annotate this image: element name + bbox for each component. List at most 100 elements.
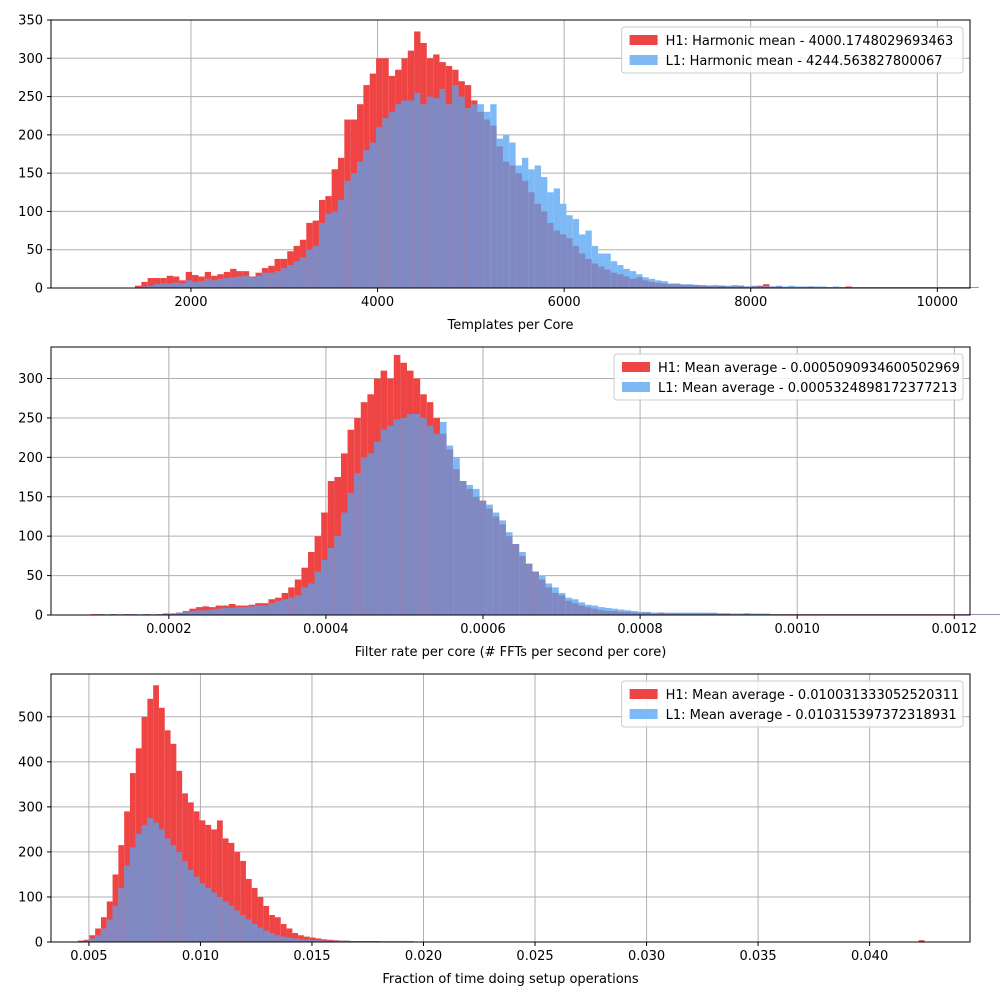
overlap-bar (268, 272, 275, 288)
overlap-bar (519, 555, 526, 615)
overlap-bar (268, 603, 276, 615)
overlap-bar (479, 500, 487, 615)
y-tick-label: 0 (35, 609, 43, 624)
overlap-bar (724, 286, 732, 288)
overlap-bar (492, 516, 500, 615)
overlap-bar (124, 865, 130, 942)
overlap-bar (490, 125, 497, 288)
overlap-bar (281, 599, 289, 615)
x-tick-label: 2000 (174, 295, 207, 310)
overlap-bar (566, 238, 573, 288)
overlap-bar (173, 282, 180, 288)
overlap-bar (269, 932, 275, 942)
overlap-bar (100, 928, 107, 942)
overlap-bar (255, 605, 262, 615)
overlap-bar (505, 536, 513, 615)
h1-bar (918, 940, 925, 942)
overlap-bar (263, 930, 270, 942)
overlap-bar (193, 876, 200, 942)
overlap-bar (407, 100, 415, 289)
overlap-bar (228, 607, 236, 615)
x-tick-label: 10000 (917, 295, 958, 310)
legend-label-l1: L1: Harmonic mean - 4244.563827800067 (666, 54, 943, 69)
overlap-bar (472, 496, 480, 615)
y-tick-label: 500 (18, 710, 43, 725)
overlap-bar (756, 286, 764, 288)
overlap-bar (710, 613, 718, 615)
legend-box (613, 353, 964, 401)
overlap-bar (617, 274, 624, 288)
overlap-bar (807, 286, 814, 288)
h1-bar (160, 278, 167, 288)
h1-bar (251, 887, 258, 942)
overlap-bar (299, 257, 307, 288)
overlap-bar (718, 285, 725, 288)
overlap-bar (534, 203, 542, 288)
overlap-bar (406, 414, 414, 615)
overlap-bar (337, 199, 345, 288)
overlap-bar (223, 278, 231, 288)
overlap-bar (775, 286, 783, 288)
x-tick-label: 6000 (548, 295, 581, 310)
overlap-bar (515, 173, 522, 288)
overlap-bar (350, 173, 358, 288)
overlap-bar (192, 281, 199, 288)
h1-bar (240, 860, 246, 942)
h1-bar (173, 276, 180, 288)
x-tick-label: 0.005 (70, 949, 107, 964)
overlap-bar (230, 277, 237, 288)
overlap-bar (354, 473, 361, 615)
h1-bar (228, 842, 235, 942)
h1-bar (192, 274, 199, 288)
h1-bar (147, 278, 155, 288)
bars (90, 354, 1000, 615)
overlap-bar (763, 285, 770, 288)
h1-bar (153, 685, 159, 942)
overlap-bar (204, 278, 212, 288)
overlap-bar (532, 571, 539, 615)
y-tick-label: 150 (18, 167, 43, 182)
h1-bar (205, 824, 212, 942)
x-tick-label: 0.0004 (303, 622, 349, 637)
h1-bar (292, 932, 299, 942)
overlap-bar (525, 563, 533, 615)
overlap-bar (274, 271, 281, 288)
overlap-bar (234, 910, 241, 942)
overlap-bar (545, 587, 553, 615)
overlap-bar (717, 613, 724, 615)
overlap-bar (347, 492, 355, 615)
h1-bar (134, 285, 142, 288)
legend-label-h1: H1: Harmonic mean - 4000.1748029693463 (666, 34, 954, 49)
x-tick-label: 0.025 (516, 949, 553, 964)
overlap-bar (631, 612, 638, 615)
overlap-bar (303, 939, 310, 942)
y-tick-label: 350 (18, 14, 43, 29)
overlap-bar (552, 592, 559, 615)
overlap-bar (338, 940, 345, 942)
y-tick-label: 300 (18, 372, 43, 387)
overlap-bar (459, 481, 467, 615)
y-tick-label: 50 (26, 569, 43, 584)
y-tick-label: 200 (18, 128, 43, 143)
overlap-bar (217, 278, 224, 288)
overlap-bar (980, 614, 988, 615)
overlap-bar (95, 935, 101, 942)
overlap-bar (360, 457, 368, 615)
h1-bar (286, 928, 293, 942)
overlap-bar (703, 613, 711, 615)
overlap-bar (433, 433, 440, 615)
overlap-bar (395, 104, 402, 288)
overlap-bar (604, 269, 611, 288)
overlap-bar (315, 940, 322, 942)
x-tick-label: 0.0012 (932, 622, 978, 637)
overlap-bar (158, 829, 165, 942)
h1-bar (185, 271, 193, 288)
overlap-bar (483, 119, 491, 289)
overlap-bar (420, 417, 427, 615)
overlap-bar (452, 85, 459, 288)
overlap-bar (664, 613, 671, 615)
overlap-bar (565, 600, 572, 615)
overlap-bar (591, 263, 599, 288)
overlap-bar (446, 449, 454, 615)
overlap-bar (129, 847, 136, 942)
